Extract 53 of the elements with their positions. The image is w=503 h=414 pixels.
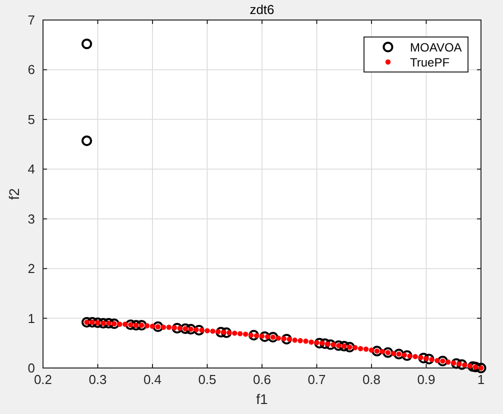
point [424,354,434,364]
x-tick-label: 0.4 [143,372,162,387]
y-tick-label: 7 [28,12,35,28]
point [216,326,226,338]
point [344,342,355,352]
point [125,319,136,330]
x-tick-label: 0.6 [252,372,272,387]
x-tick-label: 0.7 [308,372,326,387]
y-axis-title: f2 [6,188,22,200]
point [476,362,486,374]
point [268,332,278,342]
x-tick-label: 0.2 [34,372,52,387]
point [325,339,336,350]
y-tick-label: 3 [28,211,35,226]
x-tick-label: 0.8 [362,372,381,387]
point [437,356,448,366]
x-tick-label: 0.9 [417,372,436,387]
y-tick-label: 0 [28,360,35,376]
point [82,136,92,146]
point [394,348,404,360]
point [382,347,394,358]
point [259,331,270,342]
point [82,316,92,328]
point [108,318,120,330]
point [194,324,204,336]
point [456,359,468,370]
y-tick-label: 5 [28,112,35,127]
x-tick-label: 0.3 [88,372,107,387]
point [333,340,344,351]
point [172,322,182,334]
legend-label: MOAVOA [410,40,462,54]
point [136,320,147,331]
chart-title: zdt6 [250,2,274,17]
point [152,321,164,332]
point [372,346,382,356]
point [82,38,92,50]
point [186,324,196,335]
point [221,327,232,338]
point [281,334,292,344]
y-tick-label: 1 [28,310,35,326]
y-tick-label: 4 [28,162,35,177]
x-axis-title: f1 [256,391,268,407]
point [180,323,191,334]
point [451,358,462,369]
point [314,338,325,348]
point [418,352,429,364]
x-tick-label: 0.5 [198,372,216,387]
y-tick-label: 6 [28,62,35,78]
legend-label: TruePF [410,56,450,70]
point [248,330,260,340]
y-tick-label: 2 [28,261,35,276]
x-tick-label: 1 [477,372,485,387]
point [402,350,412,361]
